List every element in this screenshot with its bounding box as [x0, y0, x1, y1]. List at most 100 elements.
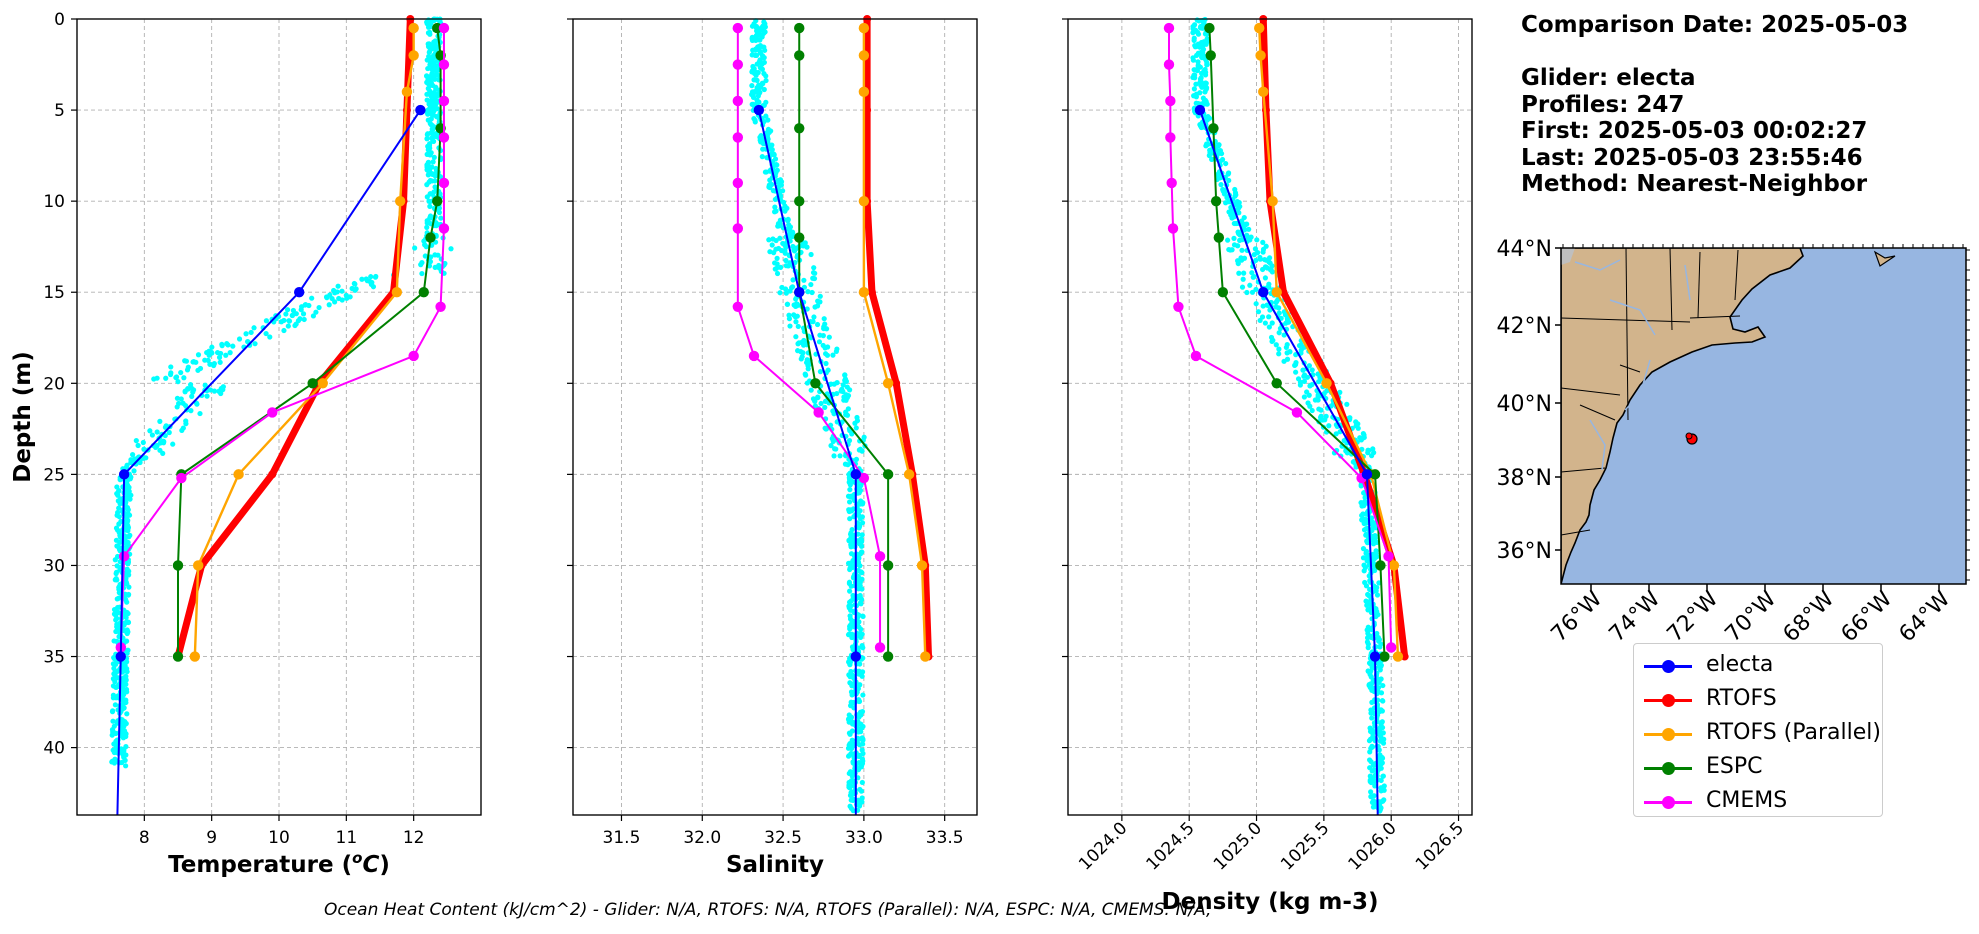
- temperature-panel: 8 9 10 11 12 0 5 10 15 20 25 30 35 40 Temperature (oC…: [43, 10, 482, 878]
- data-point: [1361, 469, 1373, 480]
- x-tick-label: 1025.5: [1277, 818, 1333, 874]
- data-point: [732, 132, 744, 143]
- data-point: [268, 470, 277, 479]
- data-point: [850, 469, 861, 480]
- legend-marker: [1662, 694, 1675, 707]
- data-point: [858, 195, 870, 207]
- legend-label: CMEMS: [1706, 788, 1788, 813]
- data-point: [753, 104, 765, 116]
- data-point: [1271, 287, 1282, 298]
- depth-ylabel: Depth (m): [10, 351, 36, 483]
- legend-marker: [1662, 762, 1675, 775]
- y-tick-label: 5: [54, 101, 65, 121]
- first-time: First: 2025-05-03 00:02:27: [1521, 118, 1868, 144]
- legend-marker: [1662, 796, 1675, 809]
- legend-label: electa: [1706, 652, 1774, 677]
- data-point: [401, 86, 413, 98]
- salinity-panel: 31.5 32.0 32.5 33.0 33.5 Salinity: [567, 15, 978, 878]
- data-point: [732, 301, 744, 312]
- legend-label: RTOFS (Parallel): [1706, 720, 1881, 745]
- data-point: [882, 469, 894, 480]
- map-lon-label: 68°W: [1779, 586, 1840, 647]
- data-point: [794, 50, 805, 61]
- data-point: [438, 132, 450, 143]
- data-point: [118, 551, 130, 562]
- legend-marker: [1662, 728, 1675, 741]
- data-point: [418, 287, 429, 298]
- legend-marker: [1662, 660, 1675, 673]
- x-tick-label: 11: [336, 828, 358, 848]
- legend-label: ESPC: [1706, 754, 1763, 779]
- data-point: [435, 301, 446, 312]
- data-point: [233, 469, 244, 480]
- series-line-espc: [1208, 28, 1386, 657]
- map-land: [1561, 248, 1804, 584]
- series-line-espc: [177, 27, 442, 657]
- series-line-rtofs: [863, 19, 933, 657]
- series-line-cmems: [736, 28, 882, 648]
- map-lat-label: 36°N: [1497, 539, 1552, 564]
- map-lat-label: 42°N: [1497, 314, 1552, 339]
- data-point: [307, 378, 318, 389]
- legend-item: RTOFS (Parallel): [1634, 719, 1882, 749]
- data-point: [115, 651, 126, 662]
- legend-item: electa: [1634, 651, 1882, 681]
- data-point: [317, 378, 328, 389]
- map-lat-label: 40°N: [1497, 392, 1552, 417]
- data-point: [892, 379, 901, 388]
- data-point: [438, 95, 450, 107]
- x-tick-label: 33.5: [926, 828, 964, 848]
- data-point: [391, 287, 403, 298]
- data-point: [882, 651, 894, 662]
- data-point: [794, 195, 805, 207]
- data-point: [408, 22, 419, 34]
- data-point: [732, 177, 744, 189]
- data-point: [1271, 378, 1282, 389]
- y-tick-label: 25: [43, 465, 65, 485]
- temperature-xlabel: Temperature (oC): [168, 849, 390, 878]
- last-time: Last: 2025-05-03 23:55:46: [1521, 144, 1863, 171]
- data-point: [867, 288, 876, 297]
- data-point: [1205, 50, 1216, 61]
- data-point: [732, 95, 744, 107]
- density-panel: 1024.0 1024.5 1025.0 1025.5 1026.0 1026.5 Den…: [1062, 15, 1473, 915]
- data-point: [863, 106, 872, 115]
- data-point: [858, 472, 870, 484]
- data-point: [1167, 223, 1179, 234]
- data-point: [172, 651, 184, 662]
- map-lon-label: 74°W: [1605, 586, 1666, 647]
- data-point: [794, 123, 805, 134]
- data-point: [874, 551, 886, 562]
- data-point: [432, 195, 443, 207]
- data-point: [1204, 22, 1215, 34]
- data-point: [1217, 287, 1229, 298]
- data-point: [118, 469, 130, 480]
- data-point: [438, 177, 450, 189]
- data-point: [408, 50, 419, 61]
- data-point: [920, 651, 931, 662]
- data-point: [1369, 469, 1381, 480]
- data-point: [408, 350, 419, 362]
- x-tick-label: 31.5: [603, 828, 641, 848]
- data-point: [732, 59, 744, 70]
- legend: electa RTOFS RTOFS (Parallel) ESPC CMEMS: [1633, 643, 1883, 817]
- x-tick-label: 8: [139, 828, 150, 848]
- data-point: [1369, 651, 1381, 662]
- data-point: [1208, 123, 1219, 134]
- x-tick-label: 32.5: [764, 828, 802, 848]
- x-tick-label: 1026.0: [1345, 818, 1401, 874]
- data-point: [1255, 50, 1266, 61]
- data-point: [916, 560, 928, 571]
- data-point: [1194, 104, 1206, 116]
- data-point: [794, 287, 805, 298]
- comparison-info: Comparison Date: 2025-05-03 ​ Glider: el…: [1521, 12, 1908, 198]
- data-point: [1379, 651, 1390, 662]
- location-map: 44°N 42°N 40°N 38°N 36°N 76°W74°W72°W70°W68°W…: [1497, 237, 1970, 647]
- data-point: [858, 50, 870, 61]
- series-line-cmems: [1168, 28, 1393, 648]
- data-point: [903, 469, 915, 480]
- map-state-borders: [1561, 248, 1741, 536]
- data-point: [1392, 651, 1404, 662]
- data-point: [1163, 59, 1175, 70]
- data-point: [874, 642, 886, 653]
